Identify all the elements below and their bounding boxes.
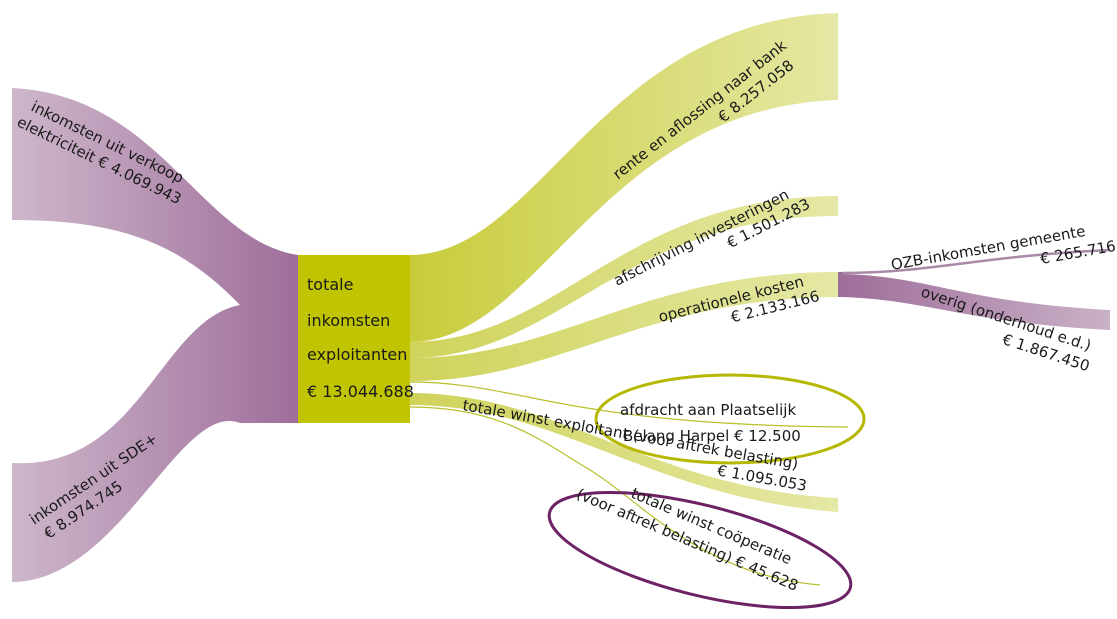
flow-target-winst-cooperatie [409,406,821,586]
flow-target-bank [410,13,838,342]
label-target-afdracht-line2: Belang Harpel € 12.500 [623,427,801,445]
center-node [298,255,410,423]
flow-sub-ozb [841,248,1111,275]
ellipse-winst-cooperatie [547,490,853,610]
center-node-amount: € 13.044.688 [307,382,414,401]
label-target-afdracht: afdracht aan Plaatselijk Belang Harpel €… [620,401,801,445]
flow-target-afschrijving [410,196,838,358]
center-node-line1: totale [307,275,353,294]
flow-target-winst-exploitant [410,393,838,512]
flow-target-operationeel [410,272,838,381]
center-node-line2: inkomsten [307,311,390,330]
ellipse-afdracht [594,373,866,465]
label-target-afdracht-line1: afdracht aan Plaatselijk [620,401,796,419]
operationele-kosten-node [838,272,842,297]
flow-sub-overig [842,274,1110,330]
label-sub-overig: overig (onderhoud e.d.) € 1.867.450 [919,283,1094,376]
center-node-line3: exploitanten [307,345,407,364]
flow-target-afdracht [409,381,849,428]
label-target-afschrijving-line1: afschrijving investeringen [611,185,792,289]
flow-source-sde [12,305,298,582]
flow-source-verkoop [12,88,298,305]
